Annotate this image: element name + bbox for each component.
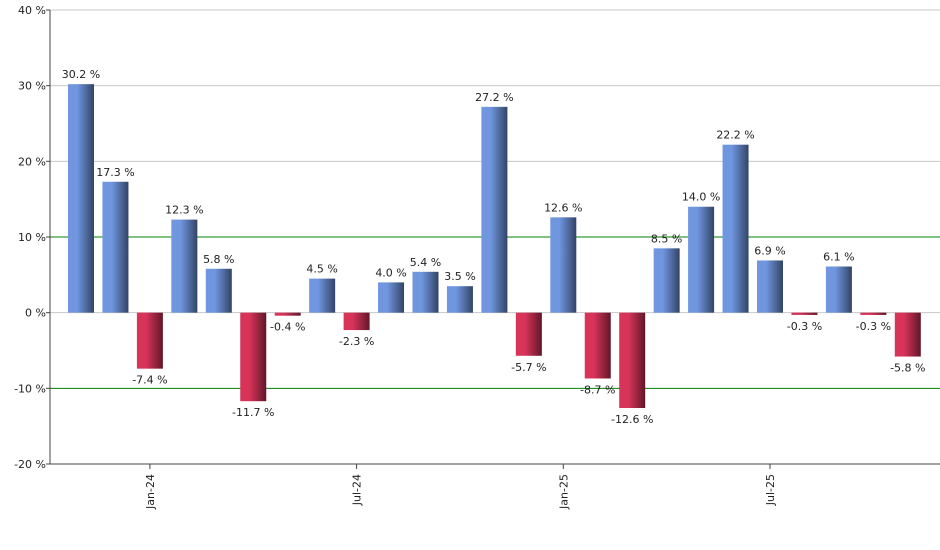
bar [825, 266, 852, 313]
bar [205, 268, 232, 313]
bar [515, 312, 542, 356]
value-label: 6.9 % [754, 244, 785, 257]
value-label: 14.0 % [682, 191, 720, 204]
bar [412, 271, 439, 313]
value-label: 4.0 % [375, 266, 406, 279]
value-label: -0.3 % [856, 320, 891, 333]
bar [68, 84, 94, 313]
bar [757, 260, 783, 313]
value-label: 4.5 % [306, 263, 337, 276]
value-label: 27.2 % [475, 91, 513, 104]
y-tick-label: 20 % [18, 155, 46, 168]
value-label: -7.4 % [132, 374, 167, 387]
y-tick-label: -10 % [14, 382, 46, 395]
value-label: -11.7 % [232, 406, 274, 419]
bar [274, 312, 301, 316]
value-label: -12.6 % [611, 413, 653, 426]
bar [102, 181, 129, 313]
value-label: 22.2 % [716, 129, 754, 142]
value-label: 30.2 % [62, 68, 100, 81]
x-tick-label: Jul-24 [351, 474, 364, 506]
value-label: 3.5 % [444, 270, 475, 283]
y-tick-label: 10 % [18, 231, 46, 244]
value-label: -0.3 % [787, 320, 822, 333]
value-label: -8.7 % [580, 383, 615, 396]
bar [343, 312, 370, 331]
x-tick-label: Jan-25 [557, 474, 570, 510]
value-label: 17.3 % [96, 166, 134, 179]
value-label: -0.4 % [270, 321, 305, 334]
bar [171, 219, 198, 313]
bar [894, 312, 921, 357]
bar [584, 312, 611, 379]
y-tick-label: -20 % [14, 458, 46, 471]
value-label: 12.3 % [165, 204, 203, 217]
bar [240, 312, 267, 402]
value-label: -5.8 % [890, 362, 925, 375]
bar [653, 248, 680, 313]
bar [550, 217, 577, 313]
value-label: -2.3 % [339, 335, 374, 348]
bar [136, 312, 163, 369]
value-label: 6.1 % [823, 251, 854, 264]
y-tick-label: 30 % [18, 80, 46, 93]
bar [481, 106, 508, 313]
value-label: 12.6 % [544, 201, 582, 214]
y-tick-label: 40 % [18, 4, 46, 17]
value-label: 8.5 % [651, 232, 682, 245]
bar [378, 282, 405, 313]
bar [309, 278, 336, 313]
bar [791, 312, 818, 315]
value-label: 5.4 % [410, 256, 441, 269]
value-label: -5.7 % [511, 361, 546, 374]
bar [619, 312, 646, 409]
bar [722, 144, 749, 313]
bar [688, 206, 715, 313]
bar [446, 286, 473, 313]
y-tick-label: 0 % [25, 307, 46, 320]
value-label: 5.8 % [203, 253, 234, 266]
x-tick-label: Jan-24 [144, 474, 157, 510]
x-tick-label: Jul-25 [764, 474, 777, 506]
bar [860, 312, 887, 315]
